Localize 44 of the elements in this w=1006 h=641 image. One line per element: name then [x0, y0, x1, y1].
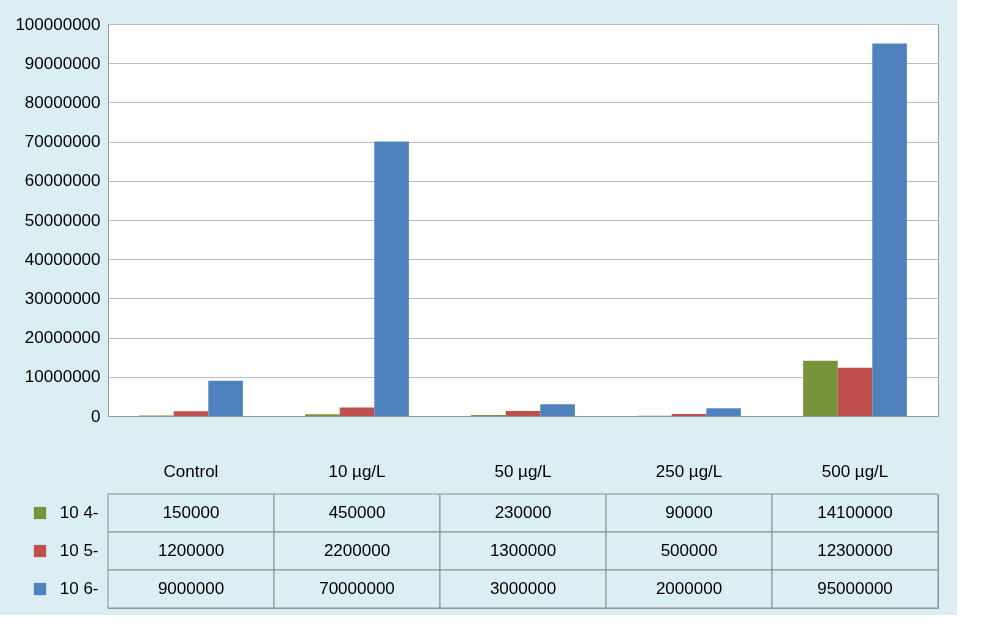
- bar: [374, 141, 409, 416]
- x-tick-label: 250 µg/L: [655, 461, 723, 481]
- data-label: 150000: [162, 503, 220, 522]
- y-tick-label: 90000000: [24, 53, 101, 73]
- data-label: 1200000: [157, 541, 225, 560]
- bar: [173, 411, 209, 416]
- data-label: 1300000: [489, 541, 557, 560]
- data-label: 95000000: [817, 579, 893, 598]
- y-tick-label: 30000000: [24, 288, 101, 308]
- bar: [540, 404, 575, 416]
- data-label: 2200000: [323, 541, 391, 560]
- y-tick-label: 50000000: [24, 210, 101, 230]
- bar: [872, 43, 907, 416]
- x-tick-label: Control: [163, 461, 219, 481]
- y-tick-label: 100000000: [15, 14, 101, 34]
- bar: [803, 360, 838, 416]
- data-label: 450000: [328, 503, 386, 522]
- legend-label: 10 6-: [59, 579, 99, 598]
- data-label: 9000000: [157, 579, 225, 598]
- data-label: 230000: [494, 503, 552, 522]
- legend-label: 10 4-: [59, 503, 99, 522]
- x-tick-label: 50 µg/L: [494, 461, 552, 481]
- data-label: 3000000: [489, 579, 557, 598]
- legend-label: 10 5-: [59, 541, 99, 560]
- bar: [706, 408, 741, 416]
- y-tick-label: 70000000: [24, 132, 101, 152]
- y-tick-label: 80000000: [24, 92, 101, 112]
- y-tick-label: 20000000: [24, 328, 101, 348]
- x-tick-label: 500 µg/L: [821, 461, 889, 481]
- data-label: 12300000: [817, 541, 893, 560]
- bar: [208, 380, 243, 416]
- y-tick-label: 40000000: [24, 249, 101, 269]
- data-label: 70000000: [319, 579, 395, 598]
- y-tick-label: 60000000: [24, 171, 101, 191]
- data-label: 90000: [665, 503, 713, 522]
- y-tick-label: 0: [91, 406, 101, 426]
- data-label: 500000: [660, 541, 718, 560]
- x-tick-label: 10 µg/L: [328, 461, 386, 481]
- data-label: 2000000: [655, 579, 723, 598]
- y-tick-label: 10000000: [24, 367, 101, 387]
- data-label: 14100000: [817, 503, 893, 522]
- bar: [505, 410, 541, 416]
- bar: [339, 407, 375, 416]
- bar: [837, 367, 873, 416]
